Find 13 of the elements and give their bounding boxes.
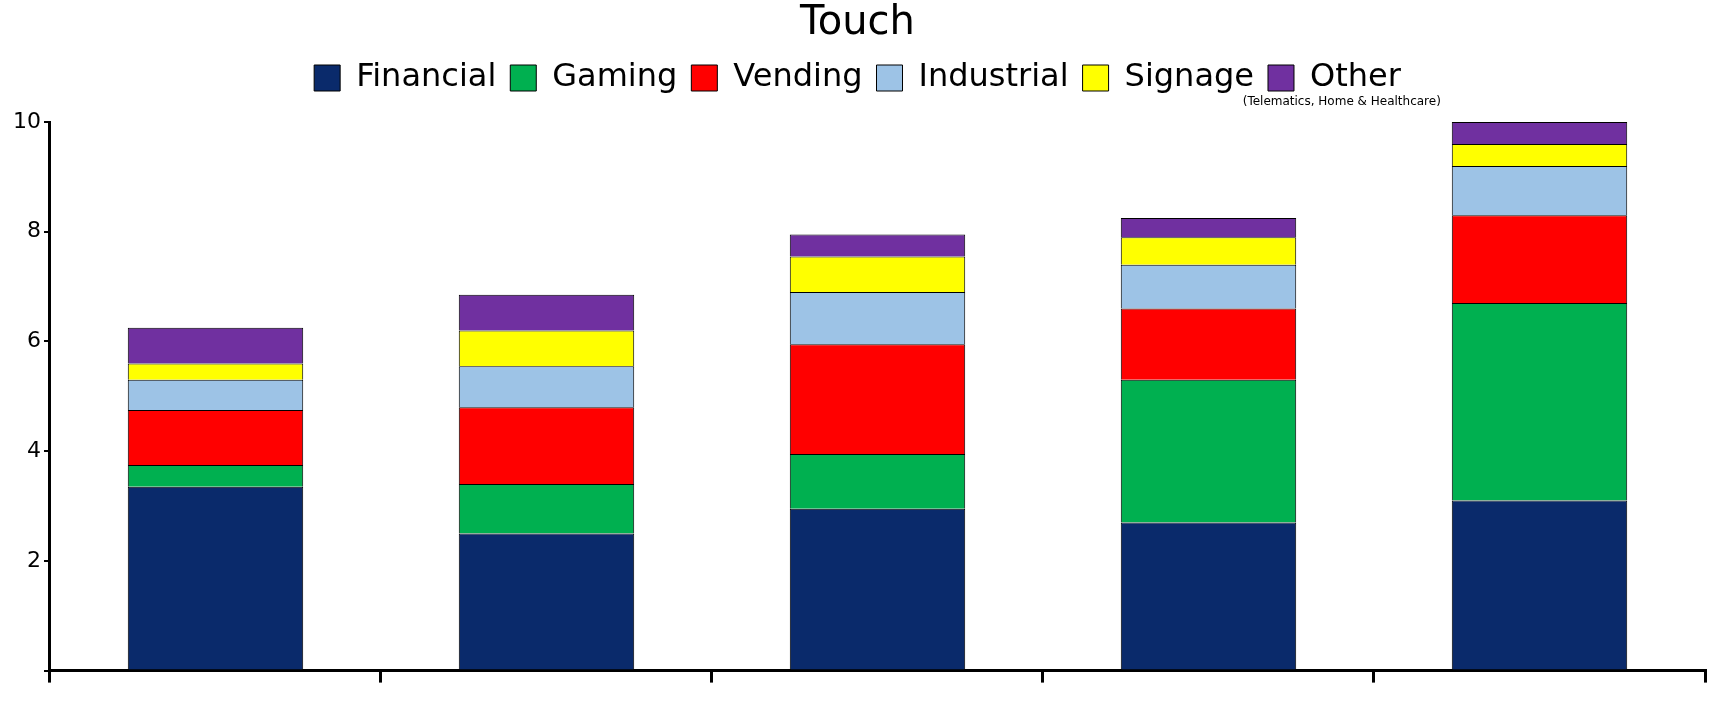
legend-label: Other xyxy=(1309,56,1402,95)
y-tick-label: 4 xyxy=(26,436,41,462)
text: (Telematics, Home & Healthcare) xyxy=(1242,94,1441,109)
legend-label: Industrial xyxy=(918,56,1069,95)
y-tick-label: 6 xyxy=(26,327,41,353)
y-tick-label: 10 xyxy=(12,107,41,133)
legend-label: Financial xyxy=(356,56,497,95)
legend-label: Signage xyxy=(1124,56,1254,95)
legend-label: Gaming xyxy=(552,56,678,95)
y-tick-label: 8 xyxy=(26,217,41,243)
y-tick-label: 2 xyxy=(26,546,41,572)
chart-title: Touch xyxy=(799,0,915,44)
legend-label: Vending xyxy=(733,56,863,95)
